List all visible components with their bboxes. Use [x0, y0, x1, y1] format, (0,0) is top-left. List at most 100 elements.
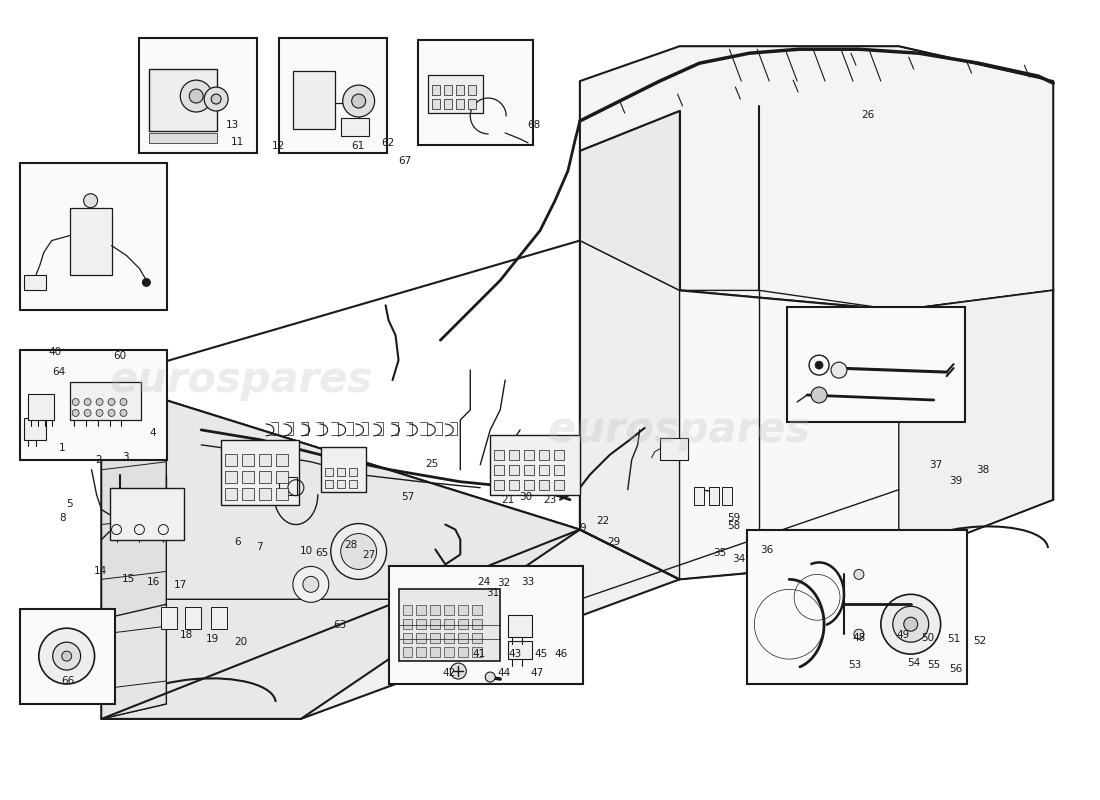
Text: 36: 36 [760, 545, 773, 555]
Bar [162, 607, 177, 630]
Bar [24, 418, 46, 440]
Text: 54: 54 [908, 658, 921, 668]
Circle shape [302, 576, 319, 592]
Bar [444, 606, 454, 615]
Bar [69, 382, 142, 420]
Bar [660, 438, 688, 460]
Circle shape [904, 618, 917, 631]
Text: 49: 49 [896, 630, 910, 640]
Polygon shape [580, 241, 680, 579]
Text: 58: 58 [727, 521, 740, 531]
Text: 1: 1 [59, 443, 66, 453]
Polygon shape [101, 370, 166, 719]
Bar [349, 468, 356, 476]
Polygon shape [580, 111, 680, 290]
Text: 68: 68 [527, 120, 540, 130]
Bar [242, 470, 254, 482]
Polygon shape [580, 46, 1053, 310]
Text: 39: 39 [949, 476, 962, 486]
Circle shape [815, 361, 823, 369]
Bar [28, 394, 54, 420]
Circle shape [84, 398, 91, 406]
Bar [494, 465, 504, 474]
Bar [64, 426, 78, 440]
Text: 6: 6 [234, 537, 241, 547]
Bar [456, 99, 464, 109]
Text: 24: 24 [477, 577, 491, 586]
Text: 12: 12 [272, 142, 285, 151]
Bar [69, 208, 111, 275]
Bar [226, 454, 238, 466]
Text: 15: 15 [121, 574, 134, 584]
Bar [398, 590, 500, 661]
Circle shape [108, 410, 115, 417]
Text: 65: 65 [316, 548, 329, 558]
Bar [494, 450, 504, 460]
Bar [430, 606, 440, 615]
Bar [324, 480, 333, 488]
Bar [337, 468, 344, 476]
Polygon shape [899, 290, 1053, 559]
Text: 60: 60 [113, 351, 127, 361]
Text: 27: 27 [363, 550, 376, 561]
Text: 37: 37 [930, 460, 943, 470]
Text: 10: 10 [300, 546, 313, 557]
Text: eurospares: eurospares [548, 409, 811, 451]
Text: 63: 63 [333, 620, 346, 630]
Circle shape [331, 523, 386, 579]
Bar [293, 71, 334, 129]
Bar [508, 615, 532, 637]
Text: 3: 3 [122, 452, 129, 462]
Text: 19: 19 [206, 634, 219, 644]
Bar [20, 163, 167, 310]
Circle shape [120, 410, 127, 417]
Text: 64: 64 [53, 367, 66, 377]
Circle shape [881, 594, 940, 654]
Bar [417, 619, 427, 630]
Text: 2: 2 [95, 454, 101, 465]
Text: 56: 56 [949, 665, 962, 674]
Text: 57: 57 [400, 492, 414, 502]
Bar [524, 465, 535, 474]
Text: 48: 48 [852, 633, 866, 642]
Bar [417, 606, 427, 615]
Text: 26: 26 [861, 110, 875, 119]
Text: 55: 55 [927, 660, 940, 670]
Circle shape [893, 606, 928, 642]
Bar [491, 435, 580, 494]
Text: 47: 47 [530, 668, 543, 678]
Bar [226, 470, 238, 482]
Bar [242, 488, 254, 500]
Bar [444, 647, 454, 657]
Text: 45: 45 [535, 649, 548, 658]
Circle shape [205, 87, 228, 111]
Text: 9: 9 [580, 522, 586, 533]
Bar [185, 607, 201, 630]
Bar [432, 99, 440, 109]
Bar [258, 488, 271, 500]
Circle shape [811, 387, 827, 403]
Text: 17: 17 [174, 580, 187, 590]
Bar [52, 440, 66, 452]
Text: 4: 4 [150, 429, 156, 438]
Text: 32: 32 [497, 578, 510, 588]
Text: eurospares: eurospares [110, 359, 373, 401]
Bar [403, 619, 412, 630]
Bar [694, 486, 704, 505]
Text: 28: 28 [344, 540, 358, 550]
Text: 18: 18 [179, 630, 192, 640]
Bar [276, 488, 288, 500]
Bar [459, 619, 469, 630]
Bar [723, 486, 733, 505]
Bar [258, 470, 271, 482]
Circle shape [293, 566, 329, 602]
Text: 5: 5 [67, 498, 74, 509]
Bar [430, 619, 440, 630]
Circle shape [352, 94, 365, 108]
Text: 35: 35 [713, 548, 726, 558]
Bar [459, 633, 469, 643]
Circle shape [39, 628, 95, 684]
Bar [417, 633, 427, 643]
Circle shape [180, 80, 212, 112]
Bar [472, 619, 482, 630]
